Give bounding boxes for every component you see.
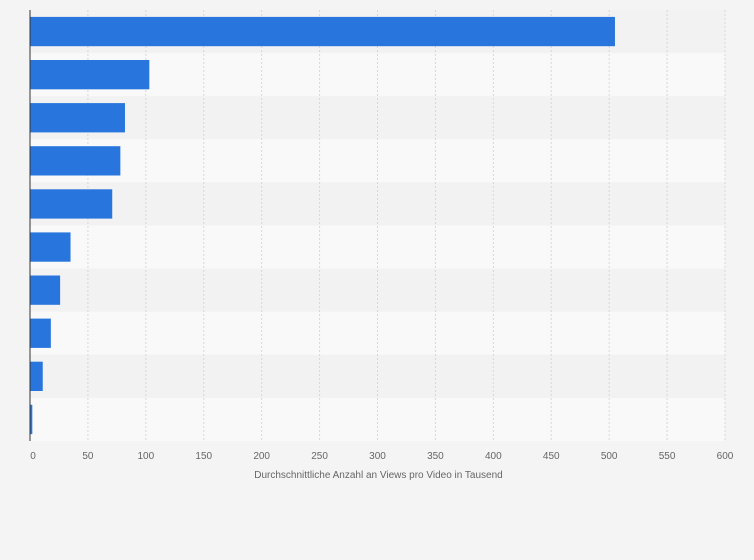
bar[interactable] (30, 59, 150, 90)
bar[interactable] (30, 232, 71, 262)
x-tick-label: 50 (82, 451, 94, 462)
x-axis-title: Durchschnittliche Anzahl an Views pro Vi… (254, 470, 503, 481)
x-tick-label: 350 (427, 451, 444, 462)
bar[interactable] (30, 361, 43, 392)
bar[interactable] (30, 146, 121, 176)
bar[interactable] (30, 318, 51, 348)
x-tick-label: 0 (30, 451, 36, 462)
x-tick-label: 550 (659, 451, 676, 462)
x-tick-label: 600 (717, 451, 734, 462)
bar[interactable] (30, 189, 113, 219)
bar[interactable] (30, 103, 125, 133)
x-tick-label: 500 (601, 451, 618, 462)
x-tick-label: 300 (369, 451, 386, 462)
x-tick-label: 400 (485, 451, 502, 462)
x-tick-label: 100 (137, 451, 154, 462)
x-tick-label: 450 (543, 451, 560, 462)
x-tick-label: 150 (195, 451, 212, 462)
bars (30, 16, 615, 435)
bar[interactable] (30, 404, 33, 435)
x-tick-labels: 0 50 100 150 200 250 300 350 400 450 500 550 600 (30, 451, 734, 462)
bar[interactable] (30, 275, 61, 305)
x-tick-label: 200 (253, 451, 270, 462)
bar[interactable] (30, 16, 615, 47)
x-tick-label: 250 (311, 451, 328, 462)
